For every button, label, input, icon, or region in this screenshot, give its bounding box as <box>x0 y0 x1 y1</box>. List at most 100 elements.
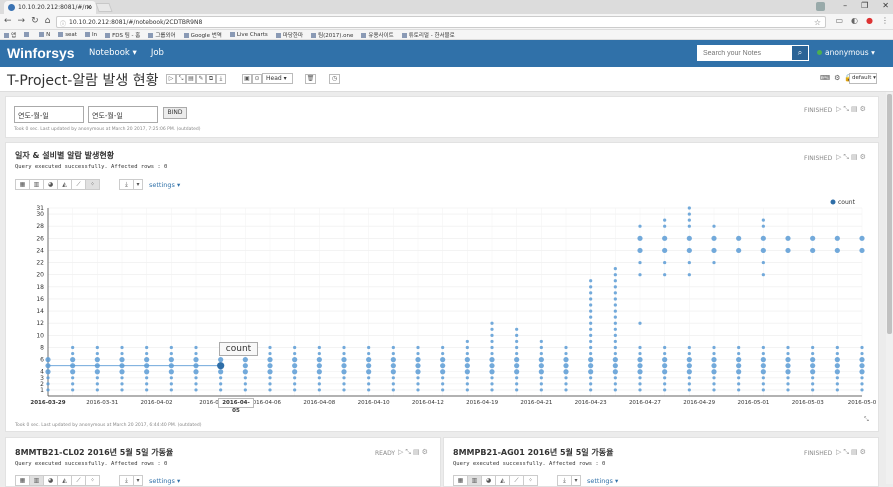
show-hide-code-icon[interactable]: ⤡ <box>176 74 186 84</box>
data-point[interactable] <box>268 351 272 356</box>
data-point[interactable] <box>219 388 223 392</box>
data-point[interactable] <box>194 388 198 392</box>
data-point[interactable] <box>662 235 668 241</box>
data-point[interactable] <box>786 376 790 380</box>
data-point[interactable] <box>242 369 248 375</box>
data-point[interactable] <box>465 339 469 344</box>
lock-icon[interactable]: 🔒 <box>844 74 853 82</box>
data-point[interactable] <box>760 357 766 363</box>
nav-notebook[interactable]: Notebook ▾ <box>89 48 137 58</box>
data-point[interactable] <box>785 357 791 363</box>
data-point[interactable] <box>70 357 76 363</box>
data-point[interactable] <box>761 260 765 265</box>
data-point[interactable] <box>637 363 643 369</box>
data-point[interactable] <box>786 351 790 356</box>
data-point[interactable] <box>589 351 593 356</box>
data-point[interactable] <box>686 369 692 375</box>
data-point[interactable] <box>440 363 446 369</box>
data-point[interactable] <box>737 382 741 386</box>
data-point[interactable] <box>465 351 469 356</box>
data-point[interactable] <box>539 351 543 356</box>
data-point[interactable] <box>711 357 717 363</box>
data-point[interactable] <box>441 351 445 356</box>
data-point[interactable] <box>589 376 593 380</box>
bookmark-item[interactable]: 그룹외어 <box>148 31 175 39</box>
data-point[interactable] <box>441 382 445 386</box>
data-point[interactable] <box>613 315 617 319</box>
data-point[interactable] <box>45 357 51 363</box>
data-point[interactable] <box>95 376 99 380</box>
data-point[interactable] <box>687 388 691 392</box>
data-point[interactable] <box>95 388 99 392</box>
data-point[interactable] <box>367 382 371 386</box>
data-point[interactable] <box>514 357 520 363</box>
data-point[interactable] <box>293 382 297 386</box>
opera-icon[interactable]: ● <box>866 16 873 25</box>
data-point[interactable] <box>613 339 617 344</box>
forward-icon[interactable]: → <box>17 16 26 26</box>
download-icon[interactable]: ⤓ <box>119 475 134 486</box>
data-point[interactable] <box>859 363 865 369</box>
data-point[interactable] <box>390 357 396 363</box>
search-input[interactable] <box>697 45 791 61</box>
data-point[interactable] <box>663 273 667 277</box>
data-point[interactable] <box>564 345 568 350</box>
data-point[interactable] <box>835 376 839 380</box>
area-chart-icon[interactable]: ◭ <box>495 475 510 486</box>
line-chart-icon[interactable]: ⟋ <box>71 475 86 486</box>
data-point[interactable] <box>613 309 617 313</box>
data-point[interactable] <box>612 369 618 375</box>
data-point[interactable] <box>737 388 741 392</box>
data-point[interactable] <box>268 382 272 386</box>
data-point[interactable] <box>490 339 494 344</box>
bookmark-item[interactable]: N <box>39 32 50 38</box>
data-point[interactable] <box>490 351 494 356</box>
data-point[interactable] <box>46 388 50 392</box>
data-point[interactable] <box>441 345 445 350</box>
data-point[interactable] <box>367 351 371 356</box>
data-point[interactable] <box>760 363 766 369</box>
data-point[interactable] <box>760 369 766 375</box>
data-point[interactable] <box>415 357 421 363</box>
data-point[interactable] <box>712 260 716 265</box>
data-point[interactable] <box>194 376 198 380</box>
data-point[interactable] <box>638 321 642 325</box>
data-point[interactable] <box>490 321 494 325</box>
data-point[interactable] <box>538 357 544 363</box>
brand-logo[interactable]: Winforsys <box>7 45 75 61</box>
data-point[interactable] <box>267 369 273 375</box>
data-point[interactable] <box>613 321 617 325</box>
data-point[interactable] <box>292 363 298 369</box>
data-point[interactable] <box>367 388 371 392</box>
data-point[interactable] <box>613 333 617 337</box>
data-point[interactable] <box>663 260 667 265</box>
bookmark-item[interactable]: 팀(2017).one <box>311 31 353 39</box>
data-point[interactable] <box>613 351 617 356</box>
data-point[interactable] <box>366 369 372 375</box>
bookmark-item[interactable]: Google 번역 <box>184 31 222 39</box>
browser-tab[interactable]: 10.10.20.212:8081/#/no × <box>4 1 96 14</box>
data-point[interactable] <box>761 218 765 222</box>
bind-button[interactable]: BIND <box>163 107 187 119</box>
paragraph-title[interactable]: 8MMTB21-CL02 2016년 5월 5일 가동율 <box>15 448 174 457</box>
data-point[interactable] <box>860 345 864 350</box>
data-point[interactable] <box>785 369 791 375</box>
data-point[interactable] <box>169 345 173 350</box>
paragraph-title[interactable]: 일자 & 설비별 알람 발생현황 <box>15 151 115 160</box>
data-point[interactable] <box>736 363 742 369</box>
bookmark-item[interactable]: 유용사이트 <box>361 31 393 39</box>
data-point[interactable] <box>589 333 593 337</box>
data-point[interactable] <box>341 369 347 375</box>
data-point[interactable] <box>589 279 593 283</box>
data-point[interactable] <box>564 351 568 356</box>
data-point[interactable] <box>416 376 420 380</box>
data-point[interactable] <box>687 273 691 277</box>
data-point[interactable] <box>391 382 395 386</box>
data-point[interactable] <box>589 291 593 295</box>
data-point[interactable] <box>515 333 519 337</box>
data-point[interactable] <box>589 321 593 325</box>
head-select[interactable]: Head ▾ <box>262 73 293 84</box>
data-point[interactable] <box>317 388 321 392</box>
data-point[interactable] <box>464 369 470 375</box>
data-point[interactable] <box>760 247 766 254</box>
